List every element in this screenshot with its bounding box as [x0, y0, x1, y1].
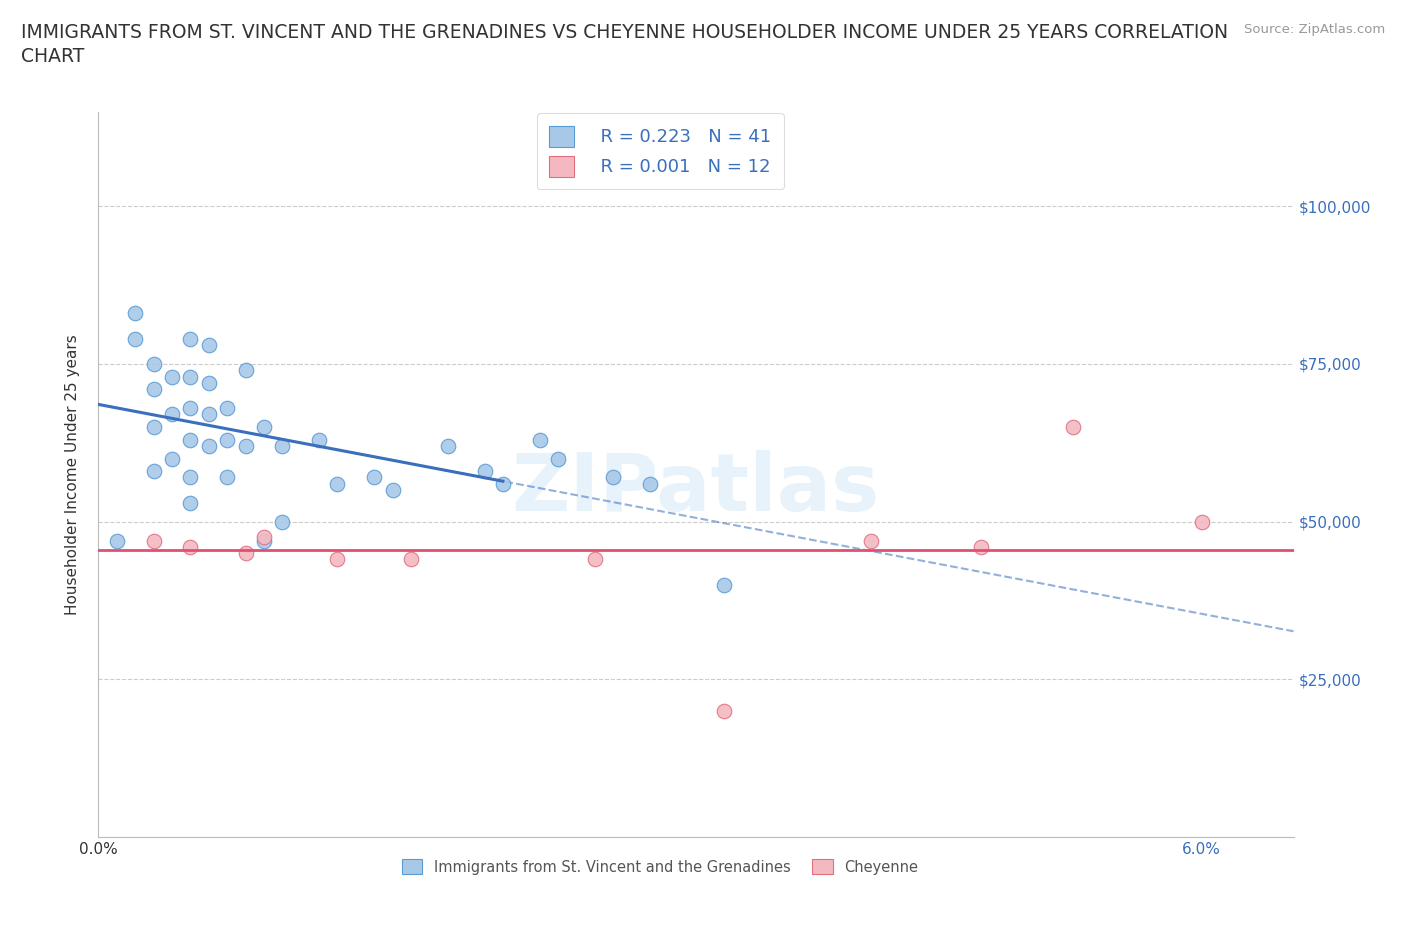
Point — [529, 432, 551, 447]
Point — [142, 381, 165, 396]
Point — [197, 376, 219, 391]
Point — [179, 496, 201, 511]
Point — [363, 470, 385, 485]
Text: IMMIGRANTS FROM ST. VINCENT AND THE GRENADINES VS CHEYENNE HOUSEHOLDER INCOME UN: IMMIGRANTS FROM ST. VINCENT AND THE GREN… — [21, 23, 1229, 42]
Point — [105, 533, 128, 548]
Point — [859, 533, 882, 548]
Point — [399, 552, 422, 567]
Legend: Immigrants from St. Vincent and the Grenadines, Cheyenne: Immigrants from St. Vincent and the Gren… — [396, 854, 924, 881]
Point — [326, 476, 349, 491]
Point — [217, 432, 239, 447]
Point — [179, 432, 201, 447]
Point — [179, 401, 201, 416]
Point — [197, 438, 219, 453]
Point — [160, 451, 183, 466]
Point — [235, 363, 257, 378]
Point — [197, 407, 219, 422]
Point — [142, 356, 165, 371]
Point — [179, 331, 201, 346]
Text: CHART: CHART — [21, 46, 84, 65]
Point — [142, 464, 165, 479]
Point — [160, 407, 183, 422]
Point — [547, 451, 569, 466]
Point — [436, 438, 458, 453]
Point — [179, 369, 201, 384]
Point — [326, 552, 349, 567]
Point — [713, 578, 735, 592]
Point — [583, 552, 606, 567]
Point — [142, 533, 165, 548]
Point — [271, 438, 294, 453]
Point — [713, 703, 735, 718]
Point — [381, 483, 404, 498]
Point — [217, 401, 239, 416]
Point — [124, 306, 146, 321]
Text: Source: ZipAtlas.com: Source: ZipAtlas.com — [1244, 23, 1385, 36]
Point — [235, 546, 257, 561]
Point — [1191, 514, 1213, 529]
Point — [197, 338, 219, 352]
Point — [602, 470, 624, 485]
Point — [308, 432, 330, 447]
Point — [492, 476, 515, 491]
Point — [1062, 419, 1084, 434]
Point — [253, 419, 276, 434]
Text: ZIPatlas: ZIPatlas — [512, 450, 880, 528]
Point — [638, 476, 661, 491]
Point — [160, 369, 183, 384]
Point — [179, 539, 201, 554]
Y-axis label: Householder Income Under 25 years: Householder Income Under 25 years — [65, 334, 80, 615]
Point — [217, 470, 239, 485]
Point — [179, 470, 201, 485]
Point — [474, 464, 496, 479]
Point — [142, 419, 165, 434]
Point — [970, 539, 993, 554]
Point — [253, 530, 276, 545]
Point — [235, 438, 257, 453]
Point — [124, 331, 146, 346]
Point — [271, 514, 294, 529]
Point — [253, 533, 276, 548]
